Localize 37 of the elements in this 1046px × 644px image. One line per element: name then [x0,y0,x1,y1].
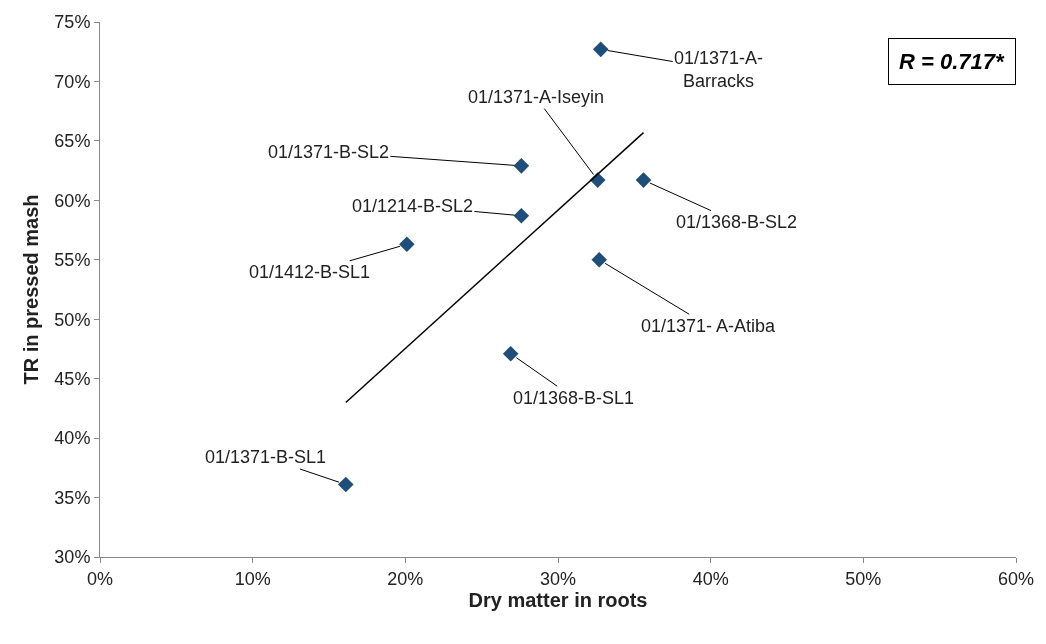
annotation: 01/1371- A-Atiba [641,316,777,336]
annotation: 01/1371-A-Iseyin [468,87,605,107]
point [513,207,530,224]
annotation: 01/1371-B-SL1 [205,447,327,467]
y-tick-label: 70% [54,71,91,92]
y-tick-label: 35% [54,487,91,508]
x-tick-label: 40% [692,568,729,589]
y-tick-label: 55% [54,250,91,271]
y-tick-label: 40% [54,428,91,449]
annotation: 01/1214-B-SL2 [352,196,474,216]
x-tick-label: 60% [997,568,1035,589]
x-axis-title: Dry matter in roots [468,589,648,612]
point [513,158,530,174]
y-axis-title: TR in pressed mash [19,194,42,385]
y-tick-label: 75% [54,12,91,33]
y-tick-label: 45% [54,368,91,389]
point [399,236,415,253]
point [591,251,608,268]
y-tick-label: 60% [54,190,91,211]
y-tick-label: 65% [54,131,91,152]
y-tick-label: 50% [54,309,91,330]
point [592,41,609,58]
annotation: 01/1368-B-SL1 [513,388,635,408]
x-tick-label: 50% [845,568,882,589]
point [337,476,354,493]
x-tick-label: 30% [539,568,577,589]
y-tick-label: 30% [54,547,91,568]
annotation: R = 0.717* [899,49,1006,74]
x-tick-label: 10% [234,568,271,589]
annotation: 01/1371-A- Barracks [674,48,764,92]
annotation: 01/1412-B-SL1 [249,262,371,282]
point [502,345,519,362]
x-tick-label: 0% [86,568,114,589]
annotation: 01/1368-B-SL2 [676,212,798,232]
annotation: 01/1371-B-SL2 [268,142,390,162]
x-tick-label: 20% [387,568,424,589]
point [635,172,652,188]
